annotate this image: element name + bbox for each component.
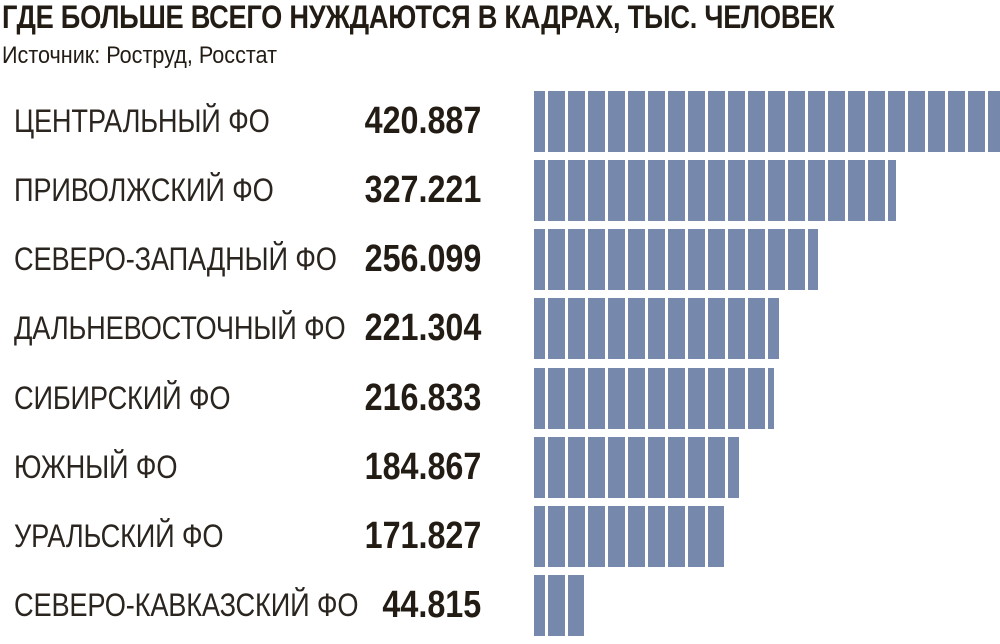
- value-label: 256.099: [364, 238, 481, 281]
- segmented-bar: [534, 229, 818, 291]
- value-label: 216.833: [364, 376, 481, 419]
- chart-row: ПРИВОЛЖСКИЙ ФО 327.221: [0, 160, 1000, 222]
- chart-row: ДАЛЬНЕВОСТОЧНЫЙ ФО 221.304: [0, 298, 1000, 360]
- segmented-bar: [534, 574, 584, 636]
- category-label: СИБИРСКИЙ ФО: [14, 379, 231, 416]
- segmented-bar: [534, 298, 779, 360]
- chart-row: ЦЕНТРАЛЬНЫЙ ФО 420.887: [0, 91, 1000, 152]
- chart-row: СЕВЕРО-ЗАПАДНЫЙ ФО 256.099: [0, 229, 1000, 291]
- segmented-bar: [534, 160, 897, 222]
- chart-title: ГДЕ БОЛЬШЕ ВСЕГО НУЖДАЮТСЯ В КАДРАХ, ТЫС…: [2, 0, 835, 35]
- source-caption: Источник: Роструд, Росстат: [2, 42, 277, 69]
- chart-row: ЮЖНЫЙ ФО 184.867: [0, 436, 1000, 498]
- value-label: 327.221: [364, 169, 481, 212]
- value-label: 420.887: [364, 100, 481, 142]
- value-label: 221.304: [364, 307, 481, 350]
- segmented-bar: [534, 436, 739, 498]
- chart-row: УРАЛЬСКИЙ ФО 171.827: [0, 505, 1000, 567]
- category-label: ДАЛЬНЕВОСТОЧНЫЙ ФО: [14, 310, 346, 347]
- category-label: ЦЕНТРАЛЬНЫЙ ФО: [14, 103, 270, 139]
- value-label: 44.815: [382, 583, 481, 626]
- segmented-bar: [534, 367, 775, 429]
- category-label: СЕВЕРО-ЗАПАДНЫЙ ФО: [14, 241, 337, 278]
- segmented-bar: [534, 505, 725, 567]
- category-label: ПРИВОЛЖСКИЙ ФО: [14, 172, 274, 209]
- value-label: 171.827: [364, 514, 481, 557]
- category-label: ЮЖНЫЙ ФО: [14, 448, 178, 485]
- category-label: СЕВЕРО-КАВКАЗСКИЙ ФО: [14, 586, 359, 623]
- chart-row: СИБИРСКИЙ ФО 216.833: [0, 367, 1000, 429]
- chart-row: СЕВЕРО-КАВКАЗСКИЙ ФО 44.815: [0, 574, 1000, 636]
- category-label: УРАЛЬСКИЙ ФО: [14, 517, 224, 554]
- value-label: 184.867: [364, 445, 481, 488]
- segmented-bar: [534, 91, 1000, 152]
